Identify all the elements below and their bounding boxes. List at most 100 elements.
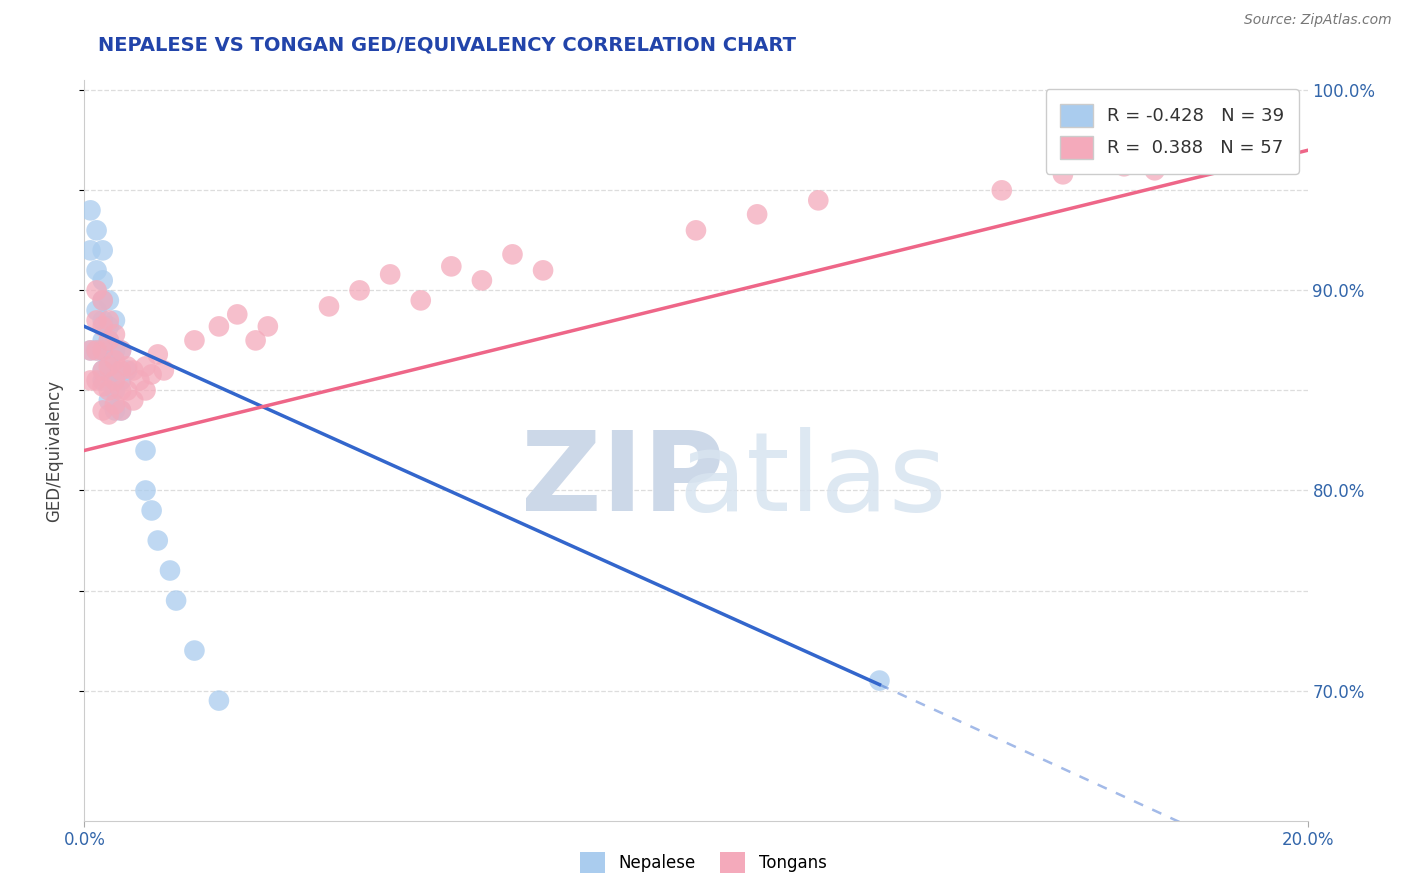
Point (86, 373, 108, 387)
Text: ZIP: ZIP (520, 426, 724, 533)
Point (208, 693, 231, 707)
Point (91, 244, 114, 258)
Point (79, 343, 101, 358)
Point (349, 284, 371, 298)
Point (110, 373, 132, 387)
Point (115, 359, 138, 374)
Point (86, 303, 108, 318)
Point (110, 384, 132, 398)
Point (104, 403, 127, 417)
Point (991, 183, 1014, 197)
Point (159, 564, 181, 578)
Point (97, 334, 120, 348)
Text: Source: ZipAtlas.com: Source: ZipAtlas.com (1244, 13, 1392, 28)
Legend: R = -0.428   N = 39, R =  0.388   N = 57: R = -0.428 N = 39, R = 0.388 N = 57 (1046, 89, 1299, 174)
Point (97, 319, 120, 334)
Point (685, 223, 707, 237)
Legend: Nepalese, Tongans: Nepalese, Tongans (572, 846, 834, 880)
Point (502, 247, 524, 261)
Point (86, 313, 108, 327)
Point (91, 343, 114, 358)
Point (146, 347, 169, 361)
Point (440, 260, 463, 274)
Point (110, 343, 132, 358)
Point (135, 483, 157, 498)
Point (409, 293, 432, 308)
Point (122, 363, 145, 377)
Point (1265, 139, 1288, 153)
Point (91, 334, 114, 348)
Point (104, 373, 127, 387)
Point (141, 368, 163, 382)
Point (86, 343, 108, 358)
Point (183, 643, 205, 657)
Point (104, 384, 127, 398)
Point (91, 313, 114, 327)
Point (86, 284, 108, 298)
Point (104, 343, 127, 358)
Point (807, 194, 830, 208)
Point (97, 384, 120, 398)
Point (531, 263, 554, 277)
Point (115, 363, 138, 377)
Point (1205, 147, 1227, 161)
Point (128, 373, 150, 387)
Point (91, 403, 114, 417)
Point (91, 363, 114, 377)
Point (104, 363, 127, 377)
Point (97, 393, 120, 408)
Text: NEPALESE VS TONGAN GED/EQUIVALENCY CORRELATION CHART: NEPALESE VS TONGAN GED/EQUIVALENCY CORRE… (98, 36, 796, 54)
Point (146, 533, 169, 548)
Point (183, 334, 205, 348)
Point (380, 268, 402, 282)
Point (208, 319, 231, 334)
Point (79, 203, 101, 218)
Point (97, 359, 120, 374)
Point (86, 223, 108, 237)
Point (245, 334, 267, 348)
Point (97, 368, 120, 382)
Point (104, 327, 127, 342)
Point (91, 379, 114, 393)
Point (153, 363, 176, 377)
Point (97, 293, 120, 308)
Point (110, 363, 132, 377)
Point (110, 403, 132, 417)
Point (1143, 163, 1166, 178)
Point (79, 244, 101, 258)
Point (1114, 159, 1136, 173)
Point (86, 263, 108, 277)
Point (257, 319, 280, 334)
Point (91, 293, 114, 308)
Point (91, 319, 114, 334)
Point (104, 353, 127, 368)
Point (141, 503, 163, 517)
Point (226, 307, 249, 321)
Point (91, 373, 114, 387)
Point (79, 373, 101, 387)
Point (110, 343, 132, 358)
Point (1052, 167, 1074, 181)
Point (104, 397, 127, 411)
Point (122, 393, 145, 408)
Point (97, 408, 120, 422)
Point (91, 273, 114, 287)
Point (471, 273, 494, 287)
Point (79, 343, 101, 358)
Point (115, 384, 138, 398)
Point (869, 673, 891, 688)
Point (97, 353, 120, 368)
Point (91, 293, 114, 308)
Point (318, 299, 340, 313)
Point (110, 403, 132, 417)
Text: atlas: atlas (678, 426, 946, 533)
Point (135, 384, 157, 398)
Point (747, 207, 769, 221)
Point (97, 334, 120, 348)
Point (86, 343, 108, 358)
Point (135, 443, 157, 458)
Point (135, 359, 157, 374)
Point (97, 313, 120, 327)
Point (104, 313, 127, 327)
Point (91, 363, 114, 377)
